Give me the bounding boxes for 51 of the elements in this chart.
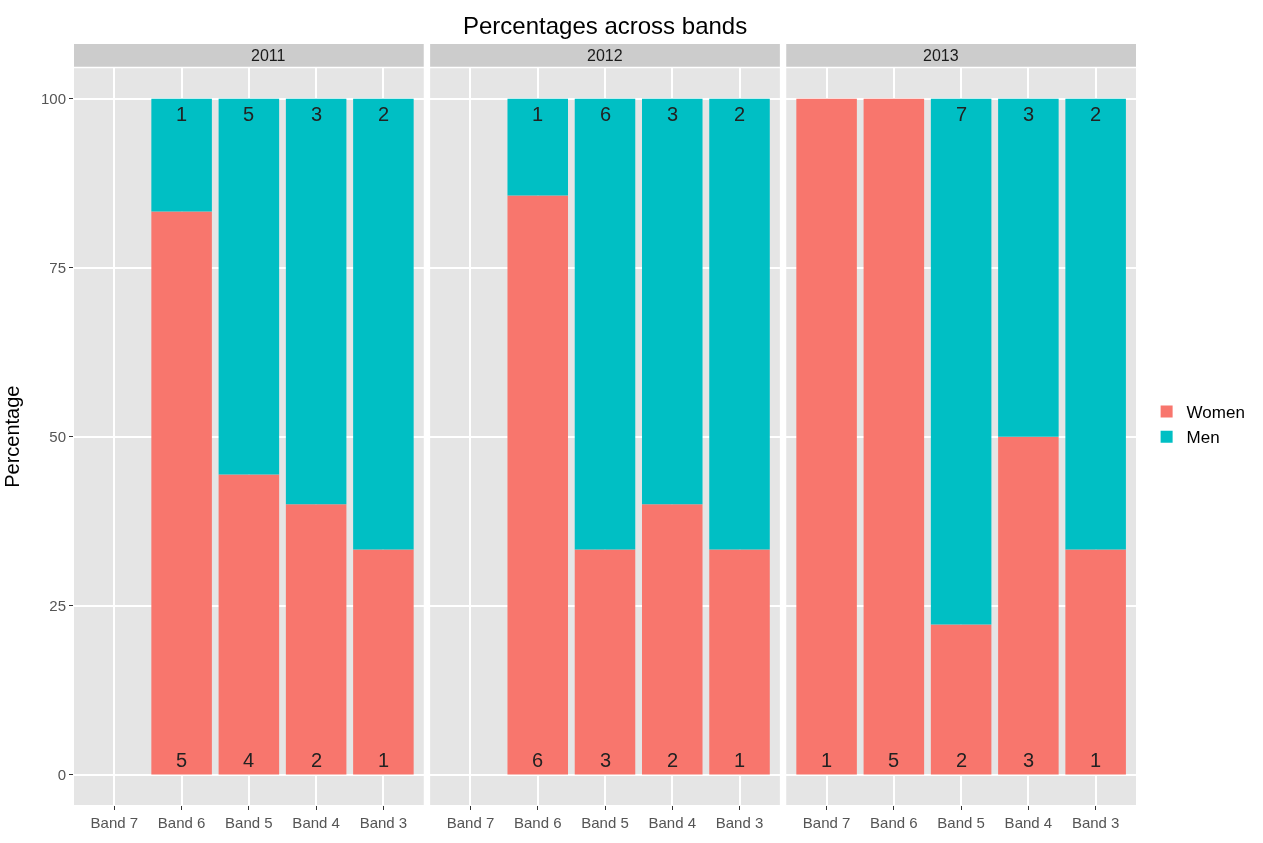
annotation: 2 xyxy=(667,749,679,771)
x-tick-label: Band 7 xyxy=(802,814,851,831)
annotation: 4 xyxy=(243,749,255,771)
y-tick-label: 75 xyxy=(49,258,66,276)
x-tick-label: Band 7 xyxy=(90,814,139,831)
annotation: 3 xyxy=(667,103,679,125)
x-tick-label: Band 6 xyxy=(870,814,918,831)
chart-subtitle: 2012 xyxy=(587,47,623,64)
x-tick-label: Band 3 xyxy=(359,814,408,831)
annotation: 1 xyxy=(1090,749,1102,771)
x-tick-label: Band 4 xyxy=(292,814,340,831)
x-tick-label: Band 4 xyxy=(1004,814,1053,831)
x-tick-label: Band 6 xyxy=(157,814,206,831)
x-tick-label: Band 3 xyxy=(715,814,764,831)
y-tick-label: 25 xyxy=(49,596,66,614)
legend-label: Women xyxy=(1186,403,1245,423)
annotation: 5 xyxy=(243,103,255,125)
text: Percentages across bands xyxy=(463,12,748,39)
annotation: 3 xyxy=(311,103,323,125)
annotation: 1 xyxy=(821,749,833,771)
annotation: 6 xyxy=(532,749,544,771)
x-tick-label: Band 4 xyxy=(648,814,697,831)
annotation: 3 xyxy=(600,749,612,771)
x-tick-label: Band 5 xyxy=(581,814,629,831)
annotation: 1 xyxy=(532,103,544,125)
annotation: 1 xyxy=(176,103,188,125)
annotation: 1 xyxy=(378,749,390,771)
y-tick-label: 50 xyxy=(49,427,66,445)
annotation: 2 xyxy=(1090,103,1102,125)
annotation: 7 xyxy=(956,103,968,125)
x-tick-label: Band 5 xyxy=(937,814,985,831)
annotation: 2 xyxy=(311,749,323,771)
annotation: 2 xyxy=(734,103,746,125)
annotation: 1 xyxy=(734,749,746,771)
x-tick-label: Band 6 xyxy=(513,814,562,831)
y-tick-label: 0 xyxy=(57,765,66,783)
annotation: 6 xyxy=(600,103,612,125)
annotation: 3 xyxy=(1023,749,1035,771)
annotation: 5 xyxy=(176,749,188,771)
chart-subtitle: 2013 xyxy=(923,47,959,64)
y-axis-title: Percentage xyxy=(1,385,24,488)
x-tick-label: Band 3 xyxy=(1071,814,1120,831)
x-tick-label: Band 5 xyxy=(225,814,273,831)
y-tick-label: 100 xyxy=(40,90,66,108)
annotation: 3 xyxy=(1023,103,1035,125)
annotation: 2 xyxy=(956,749,968,771)
chart-subtitle: 2011 xyxy=(251,47,286,64)
annotation: 2 xyxy=(378,103,390,125)
x-tick-label: Band 7 xyxy=(446,814,495,831)
legend-label: Men xyxy=(1186,428,1220,448)
annotation: 5 xyxy=(888,749,900,771)
